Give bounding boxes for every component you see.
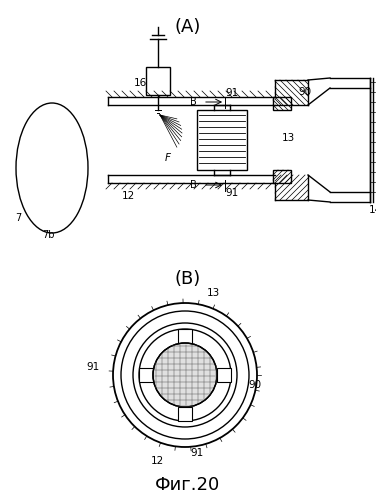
Text: 7: 7 xyxy=(15,213,21,223)
Text: B: B xyxy=(190,180,197,190)
Text: 90: 90 xyxy=(299,87,312,97)
Text: 90: 90 xyxy=(249,380,262,390)
Polygon shape xyxy=(178,329,192,343)
Text: (B): (B) xyxy=(175,270,201,288)
Circle shape xyxy=(133,323,237,427)
Bar xyxy=(146,67,170,95)
Text: 91: 91 xyxy=(225,88,239,98)
Text: 91: 91 xyxy=(225,188,239,198)
Text: Фиг.20: Фиг.20 xyxy=(155,476,221,494)
Bar xyxy=(273,97,291,110)
Text: 12: 12 xyxy=(121,191,135,201)
Text: 91: 91 xyxy=(86,362,100,372)
Polygon shape xyxy=(178,407,192,421)
Circle shape xyxy=(153,343,217,407)
Text: F: F xyxy=(165,153,171,163)
Text: 12: 12 xyxy=(150,456,164,466)
Polygon shape xyxy=(139,368,153,382)
Bar xyxy=(273,170,291,183)
Text: 13: 13 xyxy=(206,288,220,298)
Text: 7b: 7b xyxy=(42,230,54,240)
Text: (A): (A) xyxy=(175,18,201,36)
Text: 14: 14 xyxy=(369,205,376,215)
Text: 16: 16 xyxy=(133,78,147,88)
Text: B: B xyxy=(190,97,197,107)
Polygon shape xyxy=(217,368,231,382)
Bar xyxy=(197,110,247,170)
Text: 13: 13 xyxy=(282,133,295,143)
Text: 91: 91 xyxy=(190,448,204,458)
Circle shape xyxy=(139,329,231,421)
